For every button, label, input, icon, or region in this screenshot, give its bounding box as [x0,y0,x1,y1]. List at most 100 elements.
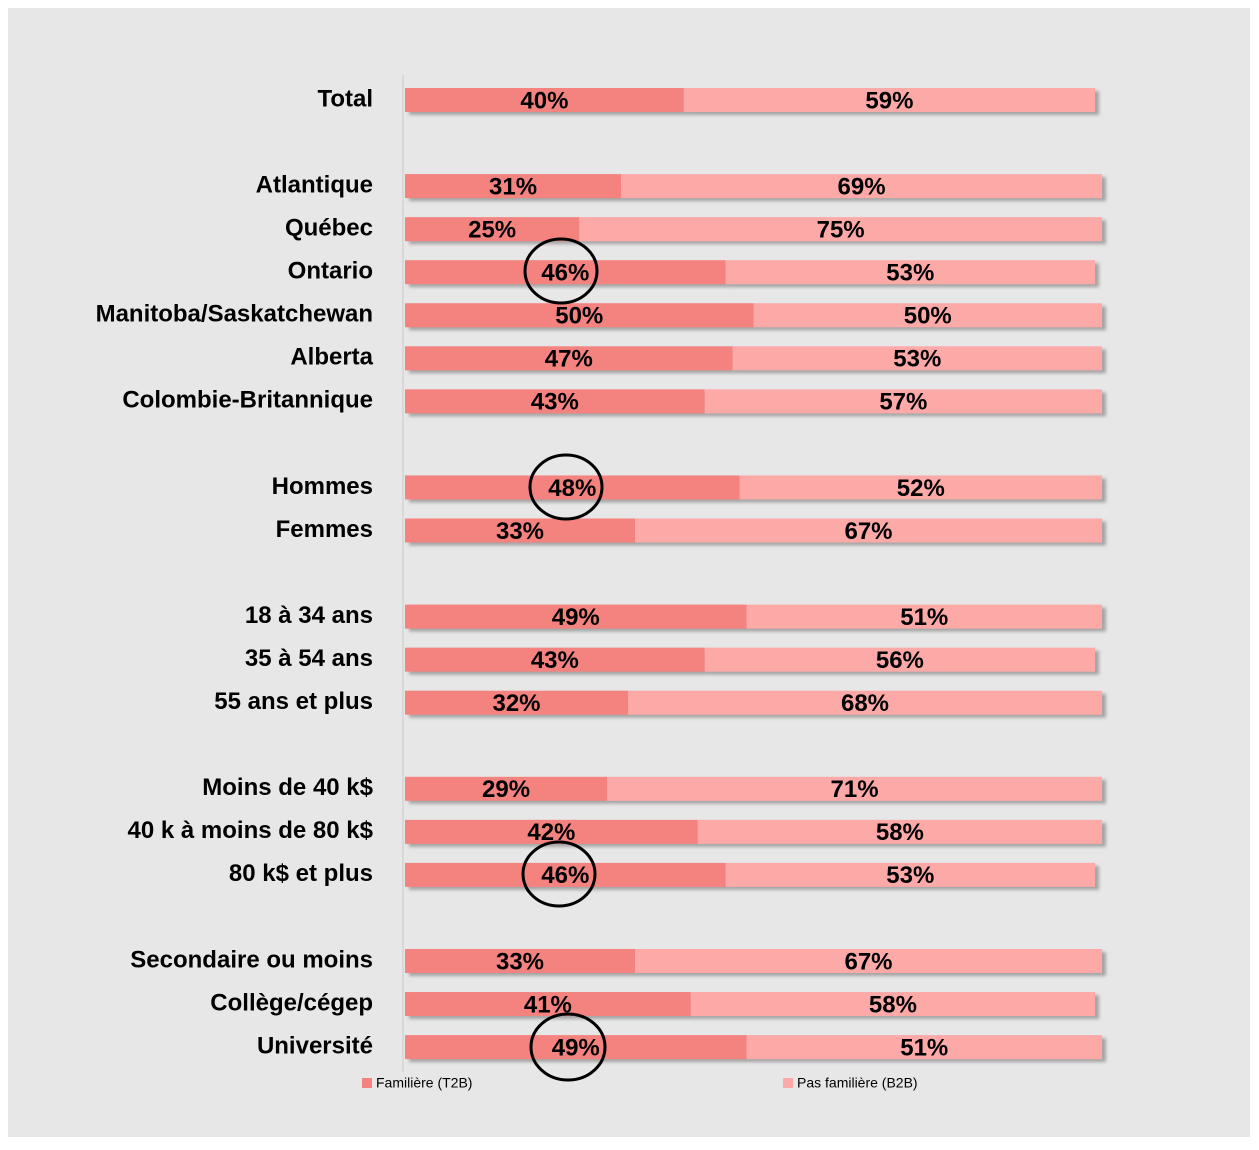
bar-row [405,389,1102,414]
category-label: Moins de 40 k$ [202,774,373,801]
value-label: 46% [541,260,589,287]
annotation-circles [521,237,607,1082]
bar-segment [635,518,1102,543]
category-label: 35 à 54 ans [245,645,373,672]
value-label: 58% [876,819,924,846]
bar-segment [405,88,684,112]
value-label: 43% [531,647,579,674]
category-label: 80 k$ et plus [229,860,373,887]
value-label: 50% [555,303,603,330]
category-label: 18 à 34 ans [245,602,373,629]
value-label: 58% [869,991,917,1018]
value-label: 42% [527,819,575,846]
category-label: Collège/cégep [210,989,373,1016]
bar-row [405,346,1102,371]
value-label: 53% [886,260,934,287]
bar-row [405,217,1102,242]
value-label: 75% [817,216,865,243]
bar-segment [405,992,691,1017]
annotation-circle [528,453,604,521]
bar-segment [405,862,726,887]
category-label: Secondaire ou moins [130,946,373,973]
bar-row [405,174,1102,199]
bar-segment [607,776,1102,801]
category-label: 55 ans et plus [214,688,373,715]
value-label: 41% [524,991,572,1018]
annotation-circle [529,1012,607,1082]
bar-segment [405,518,636,543]
bar-segment [405,604,747,629]
value-label: 50% [904,303,952,330]
bar-segment [405,949,636,973]
value-label: 29% [482,776,530,803]
bar-row [405,1035,1102,1060]
bar-segment [704,389,1102,414]
value-label: 59% [865,87,913,114]
bar-segment [405,346,733,371]
value-label: 33% [496,948,544,975]
bar-segment [753,303,1102,328]
bar-segment [635,949,1102,973]
bar-segment [405,174,622,199]
bar-row [405,862,1096,887]
value-label: 71% [831,776,879,803]
bar-segment [405,260,726,285]
value-label: 49% [552,604,600,631]
bar-segment [628,690,1102,715]
bar-segment [683,88,1096,112]
category-label: Manitoba/Saskatchewan [96,301,373,328]
category-label: Atlantique [256,171,373,198]
category-label: Québec [285,214,373,241]
value-label: 31% [489,173,537,200]
bar-segment [405,475,740,500]
bar-row [405,260,1096,285]
value-label: 52% [897,475,945,502]
value-label: 56% [876,647,924,674]
bar-segment [405,217,580,242]
value-label: 25% [468,216,516,243]
value-label: 53% [886,862,934,889]
legend-label: Familière (T2B) [376,1075,472,1091]
annotation-circle [523,237,599,305]
category-label: Total [317,85,373,112]
bar-segment [746,604,1102,629]
value-label: 49% [552,1034,600,1061]
bar-segment [704,647,1096,672]
value-label: 67% [844,518,892,545]
value-label: 48% [548,475,596,502]
category-label: Alberta [290,344,373,371]
bar-segment [405,303,754,328]
category-label: Université [257,1032,373,1059]
category-label: Ontario [288,258,373,285]
bar-segment [405,389,705,414]
bar-segment [725,260,1096,285]
bar-row [405,88,1096,112]
bar-segment [405,1035,747,1060]
bar-segment [746,1035,1102,1060]
value-label: 46% [541,862,589,889]
value-label: 43% [531,389,579,416]
value-label: 68% [841,690,889,717]
category-label: Hommes [272,473,373,500]
bar-row [405,518,1102,543]
bar-segment [405,690,629,715]
legend-swatch [783,1078,793,1088]
legend-swatch [362,1078,372,1088]
legend-label: Pas familière (B2B) [797,1075,918,1091]
bar-segment [621,174,1102,199]
value-label: 47% [545,346,593,373]
bar-row [405,949,1102,973]
bar-row [405,475,1102,500]
value-label: 69% [838,173,886,200]
bar-segment [732,346,1102,371]
category-label: Femmes [276,516,373,543]
value-label: 57% [879,389,927,416]
value-label: 51% [900,604,948,631]
bar-row [405,303,1102,328]
value-label: 40% [520,87,568,114]
bar-segment [405,647,705,672]
bar-row [405,690,1102,715]
bar-segment [690,992,1096,1017]
bar-segment [725,862,1096,887]
